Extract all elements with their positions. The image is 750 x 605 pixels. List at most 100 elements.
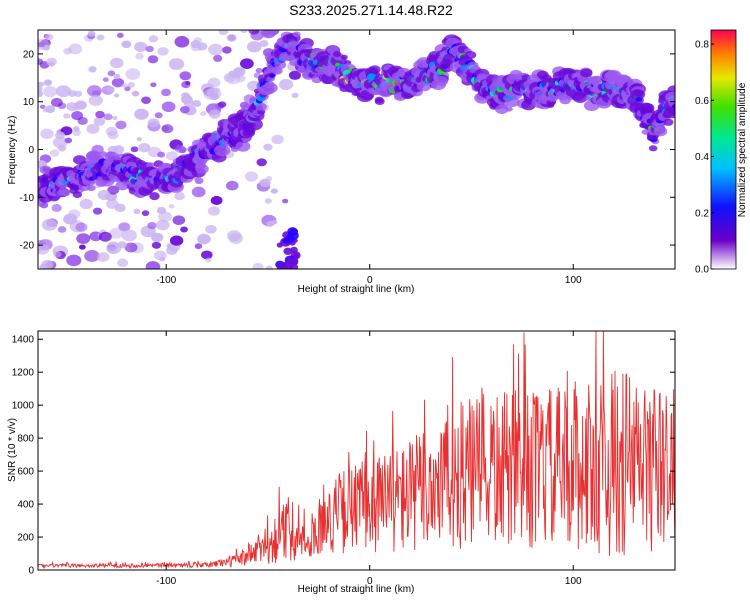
spectrogram-cell	[64, 137, 73, 144]
spectrogram-cell	[39, 264, 47, 269]
spectrogram-cell	[181, 92, 190, 100]
spectrogram-cell	[158, 211, 172, 222]
colorbar-tick-label: 0.2	[695, 208, 709, 219]
spectrogram-cell	[63, 113, 71, 119]
spectrogram-cell	[95, 110, 105, 119]
spectrogram-cell	[179, 71, 192, 81]
spectrogram-cell	[41, 218, 58, 231]
spectrogram-cell	[97, 189, 111, 200]
spectrogram-cell	[192, 100, 202, 107]
spectrogram-cell	[134, 41, 148, 53]
spectrogram-cell	[663, 118, 674, 126]
spectrogram-ytick-label: -20	[20, 241, 35, 252]
spectrogram-cell	[161, 101, 176, 113]
spectrogram-cell	[269, 73, 275, 78]
spectrogram-cell	[536, 70, 549, 80]
spectrogram-cells	[38, 30, 675, 269]
spectrogram-cell	[505, 106, 513, 112]
spectrogram-cell	[107, 185, 120, 195]
spectrogram-cell	[161, 88, 171, 97]
snr-ytick-label: 1000	[12, 401, 35, 412]
spectrogram-cell	[107, 130, 119, 140]
spectrogram-cell	[48, 61, 55, 67]
spectrogram-cell	[141, 96, 151, 105]
snr-ytick-label: 600	[17, 467, 34, 478]
spectrogram-cell	[191, 186, 206, 198]
spectrogram-cell	[252, 262, 264, 269]
spectrogram-cell	[290, 258, 299, 266]
spectrogram-cell	[203, 88, 219, 100]
spectrogram-cell	[248, 30, 260, 35]
spectrogram-cell	[239, 58, 254, 69]
spectrogram-cell	[63, 213, 78, 225]
spectrogram-cell	[155, 219, 170, 231]
spectrogram-cell	[194, 243, 203, 250]
spectrogram-cell	[227, 230, 242, 242]
spectrogram-xtick-label: -100	[156, 275, 176, 286]
spectrogram-cell	[116, 32, 124, 38]
spectrogram-cell	[205, 224, 217, 234]
spectrogram-cell	[51, 204, 62, 212]
spectrogram-cell	[296, 67, 305, 74]
spectrogram-cell	[278, 79, 294, 90]
spectrogram-cell	[93, 116, 106, 126]
spectrogram-cell	[103, 113, 113, 121]
spectrogram-cell	[166, 246, 178, 255]
spectrogram-cell	[131, 90, 140, 97]
spectrogram-cell	[113, 73, 121, 80]
spectrogram-cell	[263, 143, 273, 151]
spectrogram-cell	[151, 232, 164, 243]
spectrogram-cell	[75, 222, 88, 232]
spectrogram-cell	[157, 151, 166, 158]
spectrogram-cell	[133, 208, 141, 214]
spectrogram-cell	[68, 90, 77, 97]
spectrogram-cell	[264, 198, 272, 204]
spectrogram-cell	[240, 30, 248, 34]
spectrogram-cell	[259, 40, 269, 48]
spectrogram-cell	[665, 91, 675, 103]
colorbar-tick-label: 0.0	[695, 265, 709, 276]
spectrogram-cell	[45, 33, 54, 41]
spectrogram-cell	[115, 120, 127, 130]
spectrogram-cell	[130, 146, 139, 153]
spectrogram-cell	[79, 198, 93, 210]
spectrogram-cell	[107, 70, 116, 77]
spectrogram-cell	[168, 204, 175, 209]
spectrogram-cell	[96, 34, 105, 41]
spectrogram-cell	[653, 126, 668, 137]
snr-xtick-label: -100	[156, 576, 176, 587]
spectrogram-cell	[147, 118, 160, 128]
spectrogram-cell	[77, 117, 88, 125]
spectrogram-cell	[39, 165, 52, 175]
spectrogram-cell	[45, 105, 56, 113]
spectrogram-cell	[180, 226, 188, 233]
spectrogram-cell	[114, 203, 126, 213]
spectrogram-cell	[114, 93, 120, 98]
spectrogram-cell	[106, 86, 115, 93]
spectrogram-cell	[225, 180, 239, 191]
spectrogram-cell	[266, 220, 274, 227]
spectrogram-cell	[226, 34, 237, 42]
colorbar-tick-label: 0.8	[695, 40, 709, 51]
snr-series-line	[38, 331, 675, 570]
spectrogram-cell	[49, 149, 60, 157]
colorbar-gradient	[710, 29, 737, 270]
spectrogram-cell	[271, 134, 284, 145]
spectrogram-cell	[193, 37, 203, 44]
spectrogram-cell	[546, 102, 555, 108]
spectrogram-cell	[293, 253, 300, 259]
spectrogram-cell	[180, 105, 190, 114]
spectrogram-cell	[149, 192, 160, 201]
spectrogram-cell	[208, 43, 224, 56]
spectrogram-cell	[235, 141, 251, 152]
spectrogram-cell	[88, 94, 104, 106]
spectrogram-cell	[96, 252, 110, 262]
snr-ytick-label: 1400	[12, 335, 35, 346]
spectrogram-cell	[147, 55, 159, 64]
spectrogram-cell	[74, 100, 87, 110]
spectrogram-cell	[247, 41, 262, 53]
figure-title: S233.2025.271.14.48.R22	[289, 2, 453, 18]
